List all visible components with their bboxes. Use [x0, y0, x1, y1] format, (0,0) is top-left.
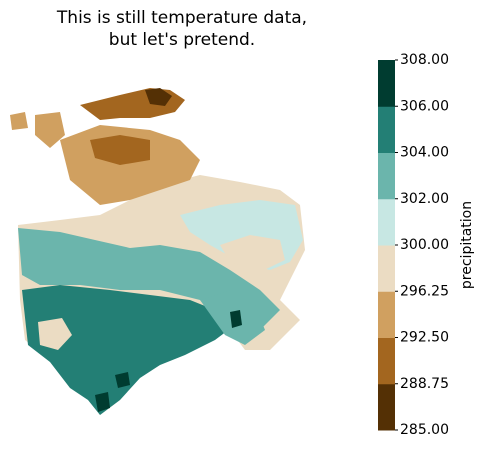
colorbar-tick-label: 306.00: [400, 98, 449, 114]
map-region: [230, 310, 242, 328]
colorbar-segment: [378, 337, 395, 385]
map-region: [115, 372, 130, 388]
colorbar-segment: [378, 198, 395, 246]
colorbar-tick-label: 285.00: [400, 422, 449, 438]
map: [10, 88, 305, 415]
colorbar-segment: [378, 291, 395, 338]
map-region: [80, 88, 185, 120]
colorbar-tick-label: 304.00: [400, 145, 449, 161]
colorbar-segment: [378, 383, 395, 431]
map-region: [145, 88, 172, 106]
title-line: This is still temperature data,: [56, 8, 307, 28]
map-region: [38, 318, 72, 350]
colorbar-tick-label: 300.00: [400, 237, 449, 253]
colorbar-tick-label: 296.25: [400, 283, 449, 299]
colorbar-tick-label: 302.00: [400, 191, 449, 207]
colorbar-segment: [378, 106, 395, 153]
map-region: [35, 112, 65, 148]
colorbar-segment: [378, 60, 395, 107]
colorbar-segment: [378, 152, 395, 200]
colorbar: 285.00 288.75 292.50 296.25 300.00 302.00 304.…: [378, 52, 449, 438]
colorbar-tick-label: 292.50: [400, 330, 449, 346]
map-region: [95, 392, 110, 412]
colorbar-tick-label: 288.75: [400, 376, 449, 392]
map-region: [90, 135, 150, 165]
title-line: but let's pretend.: [109, 30, 255, 50]
map-region: [22, 285, 235, 415]
map-title: This is still temperature data, but let's…: [56, 8, 307, 50]
colorbar-segment: [378, 245, 395, 292]
colorbar-tick-label: 308.00: [400, 52, 449, 68]
map-region: [220, 235, 285, 272]
map-region: [10, 112, 28, 130]
colorbar-label: precipitation: [459, 201, 475, 289]
